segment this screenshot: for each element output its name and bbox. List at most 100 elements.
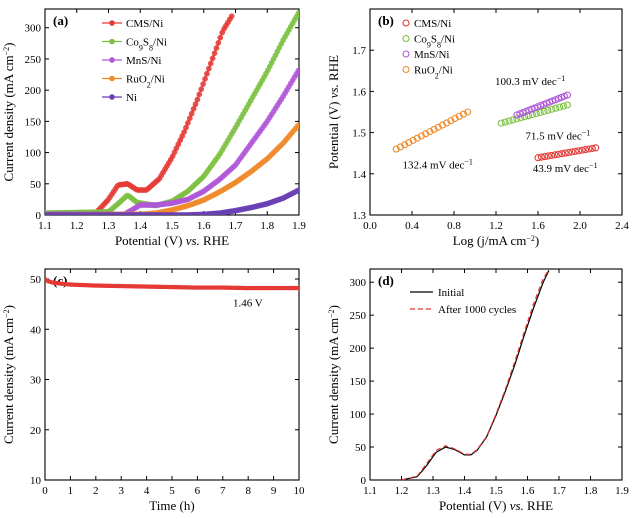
x-tick-label: 1.4 [458,485,472,497]
y-tick-label: 50 [355,442,367,454]
data-point [205,65,212,72]
y-tick-label: 1.6 [352,86,366,98]
data-point [202,76,208,82]
data-point [186,115,193,122]
chart-panel: 1.1 1.2 1.3 1.4 1.5 1.6 1.7 1.8 1.9 0 50 100 150 200 2… [326,268,629,513]
y-axis-label: Current density (mA cm−2) [326,305,341,444]
y-tick-label: 250 [350,310,367,322]
data-point [426,128,434,136]
data-point [401,141,409,149]
data-point [295,122,299,129]
tafel-slope-label: 100.3 mV dec−1 [495,74,565,89]
y-tick-label: 50 [30,179,42,191]
x-tick-label: 0.4 [405,220,419,232]
x-axis-label: Potential (V) vs. RHE [115,233,229,248]
legend-label: RuO2/Ni [414,65,453,81]
legend-marker [402,34,410,43]
legend-marker [109,94,115,100]
data-point [217,34,224,41]
legend-marker [402,65,410,74]
panel-label: (a) [53,13,68,28]
data-point [443,119,451,127]
x-axis-label: Potential (V) vs. RHE [439,498,553,513]
legend-label: Co9S8/Ni [126,37,167,53]
data-point [296,285,299,291]
data-layer [401,269,550,480]
legend-marker [109,38,115,45]
y-tick-label: 100 [25,148,42,160]
x-tick-label: 2 [93,485,99,497]
data-point [194,96,201,103]
data-layer [392,91,600,162]
x-tick-label: 1.2 [489,220,503,232]
data-point [505,117,513,125]
tafel-slope-label: 71.5 mV dec−1 [525,128,590,143]
data-point [207,60,214,67]
legend-label: CMS/Ni [414,18,451,30]
legend-label: Ni [126,92,137,104]
data-layer [45,10,299,215]
data-point [198,86,205,93]
x-tick-label: 1.8 [584,485,598,497]
legend-label: After 1000 cycles [438,304,516,316]
x-tick-label: 3 [118,485,124,497]
x-tick-label: 0.0 [363,220,377,232]
data-point [430,125,438,133]
data-point [551,151,559,159]
data-point [204,70,210,77]
data-point [413,134,421,142]
data-point [196,91,203,98]
x-tick-label: 1.6 [521,485,535,497]
data-point [585,145,593,153]
legend-marker [402,50,410,58]
data-point [228,13,235,20]
x-axis-label: Time (h) [149,498,194,513]
data-point [544,106,552,114]
data-point [541,153,549,161]
data-point [200,81,206,87]
data-point [185,120,191,126]
series-line [401,270,550,480]
x-tick-label: 1.2 [70,220,84,232]
y-tick-label: 150 [350,376,367,388]
y-tick-label: 300 [350,277,367,289]
x-tick-label: 1.9 [615,485,629,497]
x-tick-label: 1.7 [229,220,243,232]
x-tick-label: 1.9 [292,220,306,232]
y-tick-label: 20 [30,425,42,437]
y-tick-label: 1.5 [352,128,366,140]
data-point [561,149,569,157]
y-tick-label: 0 [36,210,42,222]
data-point [540,107,548,115]
data-point [563,91,571,99]
y-axis-label: Current density (mA cm−2) [1,305,16,444]
legend-marker [109,20,115,26]
legend-marker [402,19,410,27]
data-point [438,121,447,129]
data-point [192,101,199,108]
x-tick-label: 1.6 [531,220,545,232]
data-point [455,112,463,120]
legend-marker [109,57,115,63]
x-tick-label: 1.3 [102,220,116,232]
data-point [434,123,442,131]
x-tick-label: 1.5 [165,220,179,232]
plot-frame [369,268,623,481]
x-tick-label: 1.4 [133,220,147,232]
x-tick-label: 1.8 [260,220,274,232]
series-line [401,269,550,480]
data-point [534,154,542,162]
x-tick-label: 1.1 [363,485,377,497]
series-line [45,69,299,215]
legend-marker [109,75,115,82]
data-point [464,108,472,116]
y-tick-label: 150 [25,116,42,128]
x-tick-label: 10 [294,485,306,497]
data-point [215,40,222,46]
data-point [582,146,590,154]
data-point [409,136,417,144]
x-tick-label: 1.7 [552,485,566,497]
tafel-slope-label: 43.9 mV dec−1 [533,161,598,176]
data-point [188,110,195,117]
